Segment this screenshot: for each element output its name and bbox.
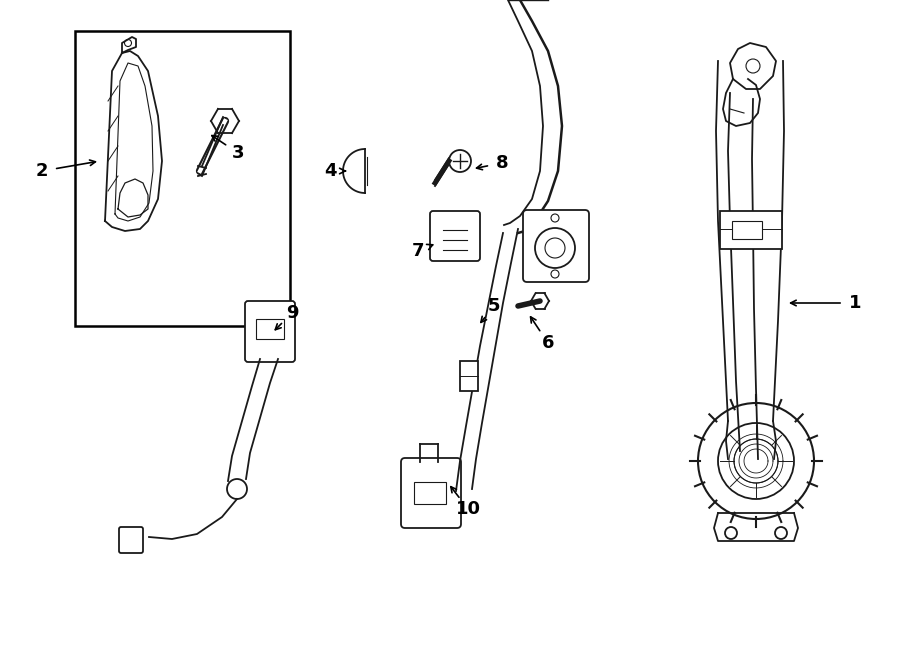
Text: 5: 5 [488, 297, 500, 315]
FancyBboxPatch shape [245, 301, 295, 362]
Bar [414, 482, 446, 504]
Text: 6: 6 [542, 334, 554, 352]
Text: 7: 7 [412, 242, 424, 260]
Text: 3: 3 [232, 144, 244, 162]
Text: 4: 4 [324, 162, 337, 180]
Text: 2: 2 [36, 162, 49, 180]
Text: 9: 9 [286, 304, 298, 322]
Bar [256, 319, 284, 339]
Text: 10: 10 [455, 500, 481, 518]
Bar [720, 211, 782, 249]
Text: 1: 1 [849, 294, 861, 312]
FancyBboxPatch shape [119, 527, 143, 553]
Bar [460, 361, 478, 391]
Bar [732, 221, 762, 239]
Text: 8: 8 [496, 154, 508, 172]
FancyBboxPatch shape [430, 211, 480, 261]
FancyBboxPatch shape [523, 210, 589, 282]
Bar [75, 31, 290, 326]
FancyBboxPatch shape [401, 458, 461, 528]
